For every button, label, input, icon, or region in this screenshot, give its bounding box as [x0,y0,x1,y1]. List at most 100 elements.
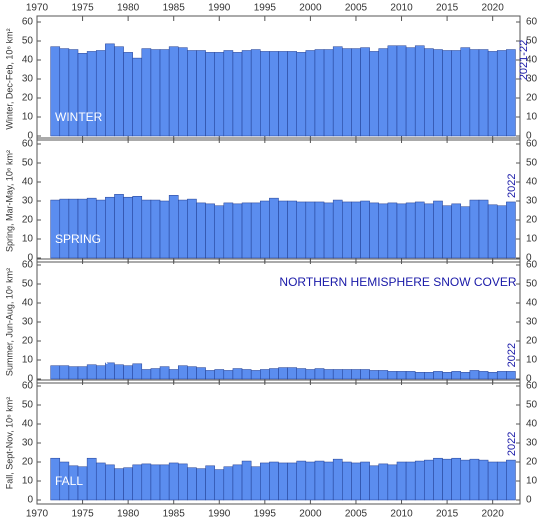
panel-label: SPRING [55,232,101,246]
bar [168,46,179,137]
bar [478,459,489,501]
y-tick-label: 50 [22,400,34,411]
bar [287,367,297,380]
bar [360,200,370,259]
bar [260,462,270,501]
plot-frame [36,379,521,505]
bar [469,49,480,137]
bar [478,371,489,380]
bar [150,464,161,501]
bar [332,369,343,380]
bar [123,52,133,137]
bar [296,460,307,501]
y-tick-label-right: 30 [526,74,538,85]
x-tick-label-top: 2000 [299,3,322,14]
bar [141,369,152,380]
bar [205,465,215,501]
bar [460,372,471,380]
bar [223,50,234,137]
bar [141,48,152,137]
bar [269,368,279,380]
x-tick-label-top: 1985 [163,3,186,14]
bar [223,202,234,259]
y-tick-label: 50 [22,279,34,290]
bar [396,371,407,380]
annotation: 2022 [506,343,518,367]
panel-label: WINTER [55,110,103,124]
annotation: 2021-22 [518,40,530,80]
bar [287,462,297,501]
bar [205,203,215,259]
bar [342,461,352,501]
bar [205,52,215,137]
bar [95,199,106,259]
y-tick-label: 40 [22,55,34,66]
bar [342,201,352,259]
bar [77,198,88,259]
bar [287,200,297,259]
bar [360,47,370,137]
bar [141,463,152,501]
bar [187,366,197,380]
bar [414,45,425,137]
y-tick-label: 60 [22,381,34,392]
bar [360,369,370,380]
bar [369,465,379,501]
bar [506,371,516,380]
bar [223,466,234,501]
bar [296,201,307,259]
x-tick-label: 1975 [71,509,94,517]
y-tick-label: 20 [22,93,34,104]
bar [351,201,361,259]
bar [269,51,279,137]
x-tick-label: 2015 [436,509,459,517]
bar [178,365,188,380]
y-tick-label-right: 20 [526,457,538,468]
y-tick-label-right: 20 [526,336,538,347]
bar [506,459,516,501]
bar [123,467,133,501]
panel-label: FALL [55,474,83,488]
y-axis-label: Winter, Dec-Feb, 10⁶ km² [4,28,14,129]
bar [342,369,352,380]
bar [405,371,416,380]
bar [269,197,279,259]
bar [232,464,243,501]
bar [223,370,234,380]
bar [314,201,325,259]
bar [387,371,398,380]
bar [314,460,325,501]
bar [159,464,170,501]
y-tick-label: 20 [22,336,34,347]
bar [159,49,170,137]
y-tick-label: 20 [22,457,34,468]
bar [168,195,179,259]
x-tick-label-top: 1990 [208,3,231,14]
bar [214,205,225,259]
bar [241,202,252,259]
bar [487,51,498,137]
bar [342,48,352,137]
y-tick-label: 10 [22,234,34,245]
y-tick-label: 60 [22,260,34,271]
bar [105,464,115,501]
x-tick-label: 2020 [482,509,505,517]
bar [323,461,334,501]
y-tick-label: 10 [22,112,34,123]
bar [95,365,106,380]
bar [196,468,206,501]
bar [487,372,498,380]
bar [150,368,161,380]
bar [187,50,197,137]
y-tick-label-right: 60 [526,17,538,28]
x-tick-label: 1990 [208,509,231,517]
bar [132,196,143,259]
y-tick-label-right: 40 [526,55,538,66]
bar [506,201,516,259]
bar [314,368,325,380]
bar [250,202,261,259]
y-tick-label: 60 [22,139,34,150]
bar [178,47,188,137]
y-tick-label: 30 [22,317,34,328]
bar [232,52,243,137]
